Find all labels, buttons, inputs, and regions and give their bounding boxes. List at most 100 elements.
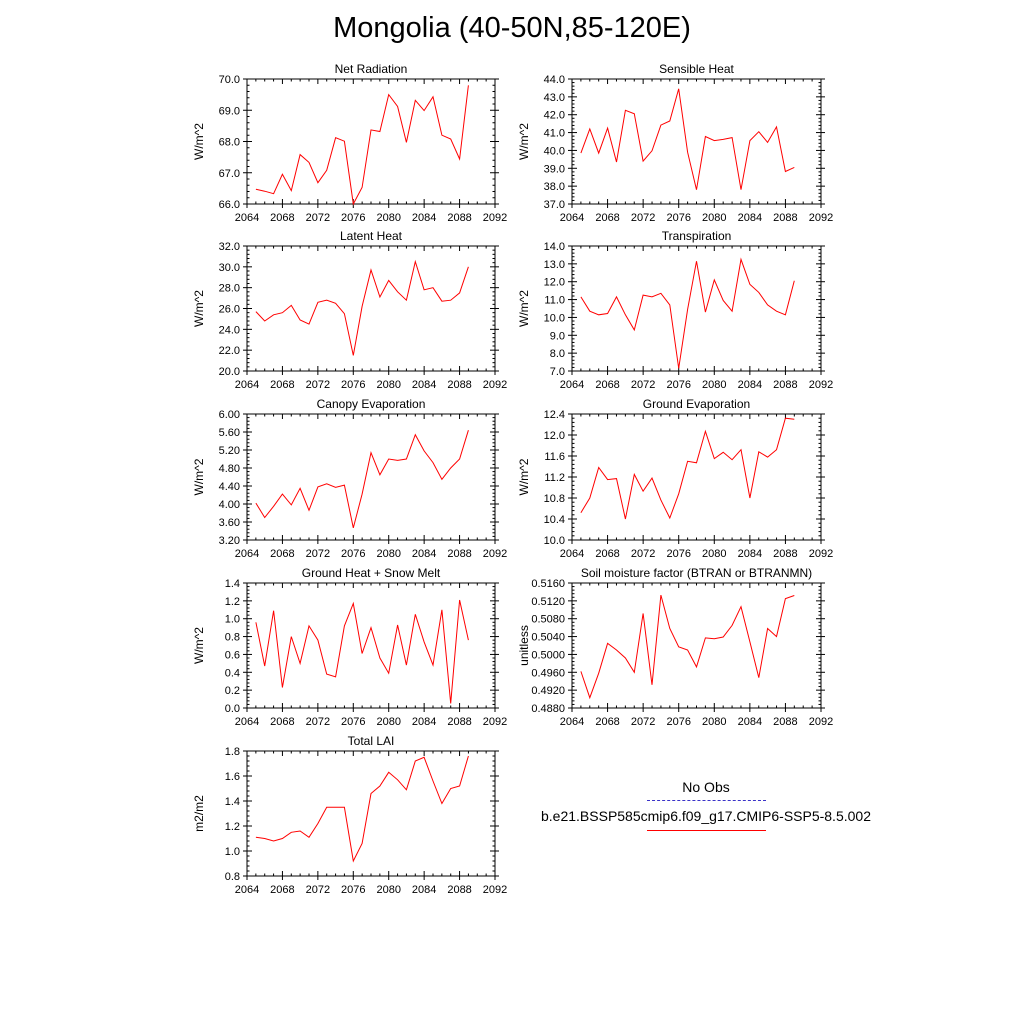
x-tick-label: 2072 [306,212,330,224]
chart-title: Soil moisture factor (BTRAN or BTRANMN) [581,566,812,580]
plot-frame [246,78,496,205]
x-tick-label: 2080 [376,548,400,560]
x-tick-label: 2088 [773,379,797,391]
chart-panel: Net Radiation W/m^2 2064 2068 2072 2076 2080 20… [192,62,507,224]
x-tick-label: 2092 [483,884,507,896]
y-tick-label: 0.5080 [531,614,565,626]
y-tick-label: 1.0 [225,614,240,626]
y-tick-label: 0.5160 [531,578,565,590]
x-tick-label: 2068 [270,212,294,224]
y-tick-label: 8.0 [550,348,565,360]
chart-title: Sensible Heat [659,62,734,76]
y-tick-label: 0.4920 [531,685,565,697]
y-tick-label: 12.0 [544,430,565,442]
plot-frame [571,582,822,709]
y-tick-label: 1.4 [225,796,240,808]
y-axis-label: W/m^2 [192,458,206,495]
x-tick-label: 2088 [447,716,471,728]
y-tick-label: 9.0 [550,330,565,342]
y-tick-label: 0.5120 [531,596,565,608]
y-tick-label: 4.00 [219,499,240,511]
y-tick-label: 37.0 [544,199,565,211]
y-axis-label: W/m^2 [192,627,206,664]
x-tick-label: 2088 [773,716,797,728]
x-tick-label: 2068 [270,716,294,728]
y-tick-label: 42.0 [544,110,565,122]
y-tick-label: 10.8 [544,493,565,505]
plot-frame [246,750,496,877]
y-tick-label: 5.60 [219,427,240,439]
x-tick-label: 2084 [738,379,762,391]
x-tick-label: 2080 [702,212,726,224]
y-tick-label: 20.0 [219,366,240,378]
legend-model-line [647,830,766,831]
x-tick-label: 2080 [376,884,400,896]
x-tick-label: 2072 [631,379,655,391]
x-tick-label: 2076 [666,716,690,728]
x-tick-label: 2080 [376,212,400,224]
y-tick-label: 1.2 [225,821,240,833]
y-axis-label: W/m^2 [192,123,206,160]
legend-obs-line [647,800,766,801]
x-tick-label: 2064 [235,212,259,224]
x-tick-label: 2080 [702,548,726,560]
y-axis-label: unitless [517,625,531,666]
y-tick-label: 39.0 [544,163,565,175]
x-tick-label: 2068 [595,379,619,391]
y-tick-label: 70.0 [219,74,240,86]
y-tick-label: 0.8 [225,871,240,883]
series-line [580,88,795,190]
x-tick-label: 2076 [666,548,690,560]
y-tick-label: 69.0 [219,105,240,117]
chart-title: Latent Heat [340,229,403,243]
plot-frame [246,413,496,541]
x-tick-label: 2072 [306,379,330,391]
x-tick-label: 2076 [341,884,365,896]
x-tick-label: 2068 [595,716,619,728]
y-tick-label: 10.0 [544,535,565,547]
y-tick-label: 10.0 [544,312,565,324]
chart-title: Ground Heat + Snow Melt [302,566,441,580]
x-tick-label: 2084 [412,379,436,391]
x-tick-label: 2068 [270,884,294,896]
y-tick-label: 0.5000 [531,649,565,661]
x-tick-label: 2092 [809,548,833,560]
x-tick-label: 2076 [666,212,690,224]
y-tick-label: 5.20 [219,445,240,457]
y-tick-label: 41.0 [544,128,565,140]
x-tick-label: 2076 [341,212,365,224]
y-tick-label: 7.0 [550,366,565,378]
x-tick-label: 2064 [560,212,584,224]
y-tick-label: 0.0 [225,703,240,715]
y-tick-label: 44.0 [544,74,565,86]
x-tick-label: 2092 [809,212,833,224]
x-tick-label: 2064 [560,379,584,391]
x-tick-label: 2092 [483,379,507,391]
x-tick-label: 2064 [235,548,259,560]
legend-model-label: b.e21.BSSP585cmip6.f09_g17.CMIP6-SSP5-8.… [541,808,871,824]
x-tick-label: 2088 [447,884,471,896]
x-tick-label: 2084 [738,716,762,728]
x-tick-label: 2088 [447,548,471,560]
x-tick-label: 2088 [447,379,471,391]
chart-title: Total LAI [348,734,395,748]
y-axis-label: W/m^2 [517,290,531,327]
x-tick-label: 2088 [773,212,797,224]
chart-panel: Sensible Heat W/m^2 2064 2068 2072 2076 2080 20… [517,62,833,224]
x-tick-label: 2068 [595,212,619,224]
series-line [580,594,795,700]
x-tick-label: 2064 [235,379,259,391]
x-tick-label: 2072 [306,884,330,896]
y-tick-label: 1.8 [225,746,240,758]
y-tick-label: 1.4 [225,578,240,590]
x-tick-label: 2076 [341,379,365,391]
x-tick-label: 2080 [376,716,400,728]
y-tick-label: 0.4 [225,667,240,679]
y-tick-label: 0.4880 [531,703,565,715]
x-tick-label: 2064 [560,716,584,728]
series-line [255,755,469,863]
x-tick-label: 2064 [235,716,259,728]
x-tick-label: 2072 [306,548,330,560]
y-tick-label: 38.0 [544,181,565,193]
y-tick-label: 0.4960 [531,667,565,679]
